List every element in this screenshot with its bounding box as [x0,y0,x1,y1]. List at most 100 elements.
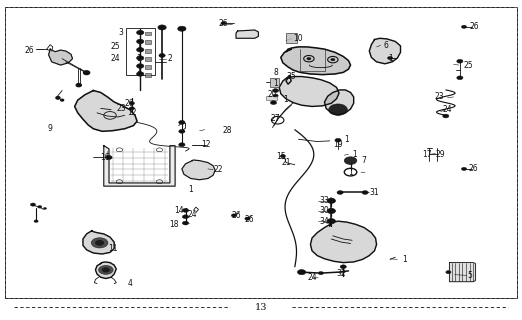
Polygon shape [83,231,114,254]
Circle shape [272,89,279,92]
Bar [146,65,151,69]
Circle shape [129,107,135,110]
Bar [146,57,151,61]
Circle shape [91,238,108,248]
Text: 5: 5 [468,271,473,280]
Circle shape [137,30,144,35]
Circle shape [137,48,144,52]
Circle shape [231,214,236,217]
Circle shape [318,271,324,275]
Circle shape [340,265,347,269]
Circle shape [457,76,463,80]
Bar [146,49,151,52]
Text: 12: 12 [201,140,211,149]
Circle shape [182,221,188,225]
Text: 26: 26 [25,45,34,55]
Bar [286,33,298,43]
Text: 2: 2 [168,54,172,63]
Text: 1: 1 [348,168,353,177]
Bar [266,96,277,100]
Circle shape [327,198,336,203]
Circle shape [129,102,135,105]
Circle shape [331,58,335,61]
Text: 3: 3 [118,28,123,37]
Circle shape [158,25,166,30]
Circle shape [221,22,226,25]
Text: 26: 26 [469,164,478,173]
Polygon shape [75,91,137,131]
Text: 15: 15 [276,152,286,161]
Circle shape [337,191,343,195]
Text: 34: 34 [319,217,329,226]
Circle shape [177,26,186,31]
Text: 31: 31 [370,188,379,197]
Polygon shape [281,47,351,75]
Circle shape [137,39,144,44]
Circle shape [446,270,451,274]
Circle shape [335,138,341,142]
Text: 22: 22 [213,165,223,174]
Circle shape [245,217,250,220]
Polygon shape [325,90,354,115]
Circle shape [461,167,467,171]
Circle shape [43,207,46,209]
Circle shape [137,72,144,76]
Circle shape [99,266,113,274]
Circle shape [76,84,81,87]
Polygon shape [311,221,376,263]
Text: 1: 1 [388,54,393,63]
Text: 20: 20 [268,90,277,99]
Circle shape [457,59,463,63]
Text: 17: 17 [422,150,431,159]
Circle shape [102,268,110,272]
Polygon shape [49,49,73,65]
Text: 1: 1 [283,95,288,104]
Text: 23: 23 [434,92,444,101]
Circle shape [137,64,144,68]
Text: 14: 14 [174,206,184,215]
Polygon shape [182,160,215,180]
Circle shape [38,205,42,208]
Text: 35: 35 [287,72,296,81]
Text: 19: 19 [333,140,343,149]
Text: 16: 16 [100,153,110,162]
Circle shape [327,208,336,213]
Polygon shape [236,30,258,38]
Circle shape [307,57,311,60]
Text: 26: 26 [470,22,479,31]
Text: 18: 18 [169,220,179,229]
Text: 1: 1 [345,135,349,144]
Circle shape [179,129,185,133]
Text: 24: 24 [443,105,452,114]
Text: 24: 24 [187,210,197,219]
Bar [126,28,155,75]
Circle shape [34,220,38,222]
Text: 24: 24 [111,53,120,62]
Text: 4: 4 [127,279,132,288]
Circle shape [329,104,348,116]
Bar [146,40,151,44]
Text: 23: 23 [116,104,126,113]
Circle shape [362,191,368,195]
Text: 26: 26 [125,99,135,108]
Text: 1: 1 [402,255,407,264]
Circle shape [56,97,60,99]
Text: 1: 1 [188,185,193,194]
Circle shape [345,157,357,164]
Text: 24: 24 [307,273,317,282]
Polygon shape [369,38,400,64]
Circle shape [179,121,185,124]
Text: 11: 11 [108,244,117,253]
Text: 25: 25 [111,42,120,52]
Text: 1: 1 [352,150,357,159]
Bar [146,73,151,77]
Circle shape [137,56,144,60]
Text: 8: 8 [273,68,278,77]
Text: 26: 26 [245,215,254,224]
Text: 26: 26 [231,211,241,220]
Polygon shape [449,263,476,282]
Circle shape [443,114,449,118]
Circle shape [298,270,306,275]
Text: 13: 13 [255,303,267,312]
Text: 9: 9 [48,124,53,132]
